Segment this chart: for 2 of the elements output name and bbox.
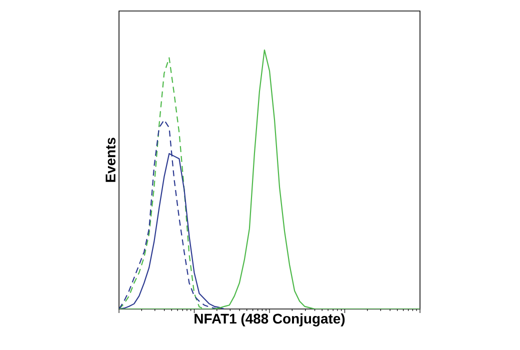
y-axis-title: Events [106, 138, 116, 182]
x-axis-title: NFAT1 (488 Conjugate) [194, 313, 345, 326]
